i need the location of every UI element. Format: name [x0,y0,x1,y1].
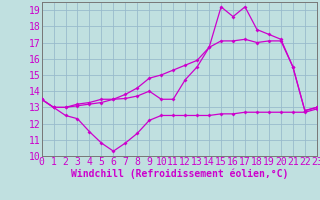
X-axis label: Windchill (Refroidissement éolien,°C): Windchill (Refroidissement éolien,°C) [70,169,288,179]
